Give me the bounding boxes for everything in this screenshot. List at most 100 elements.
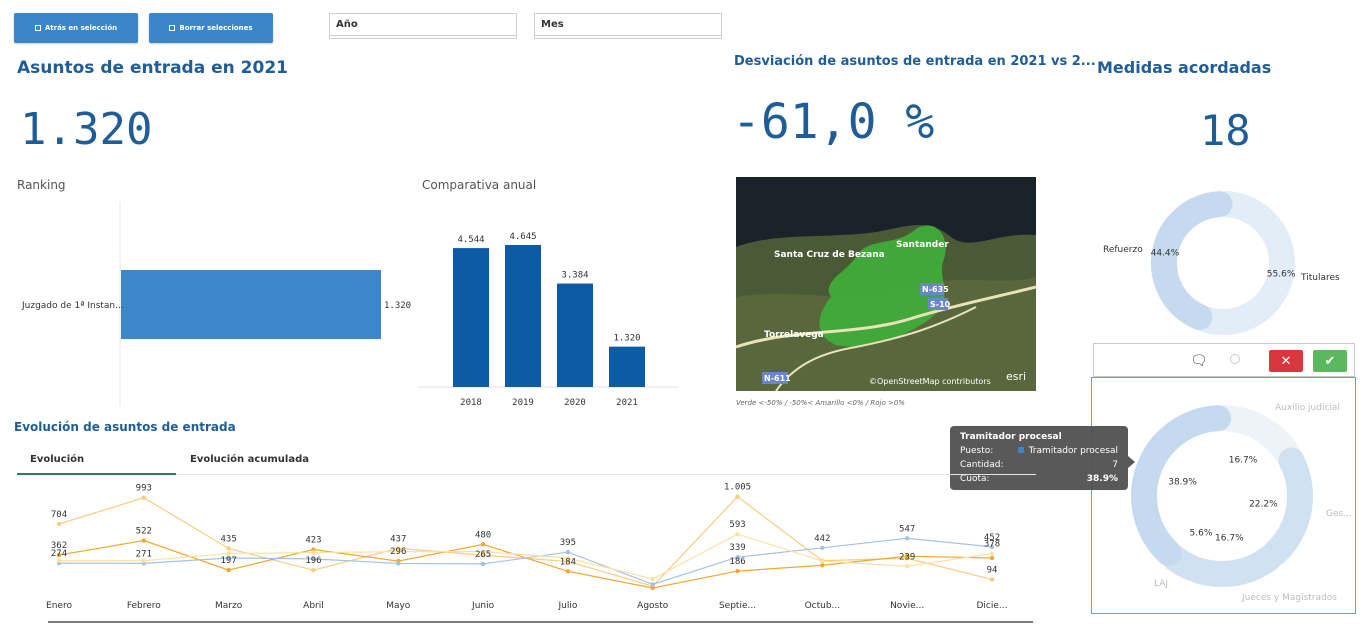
cancel-selection-button[interactable]: ✕ xyxy=(1269,350,1303,372)
evolution-point[interactable] xyxy=(820,545,825,551)
evolution-point[interactable] xyxy=(904,553,910,559)
evolution-point[interactable] xyxy=(650,582,655,587)
evolution-point[interactable] xyxy=(820,558,825,564)
back-icon xyxy=(34,25,41,31)
evolution-point[interactable] xyxy=(226,546,231,551)
evolution-point[interactable] xyxy=(56,558,62,563)
donut-slice[interactable] xyxy=(1151,191,1233,331)
annual-bar[interactable] xyxy=(453,248,489,387)
evolution-point-label: 547 xyxy=(899,524,915,534)
evolution-point-label: 186 xyxy=(729,557,745,567)
donut-slice[interactable] xyxy=(1262,447,1313,567)
evolution-point-label: 435 xyxy=(221,534,237,544)
staff-donut-panel[interactable]: 16.7% 22.2% 16.7% 5.6% 38.9% Auxilio judicia… xyxy=(1091,377,1356,614)
evolution-point[interactable] xyxy=(989,577,995,582)
tab-evolucion-acumulada[interactable]: Evolución acumulada xyxy=(190,454,310,465)
evolution-point[interactable] xyxy=(820,563,825,568)
clear-selections-button[interactable]: Borrar selecciones xyxy=(149,13,273,43)
staff-donut-chart[interactable]: 16.7%22.2%16.7%5.6%38.9% Auxilio judicia… xyxy=(1092,378,1357,615)
evolution-point[interactable] xyxy=(396,561,401,566)
road-b xyxy=(775,306,977,391)
lasso-icon[interactable]: 🗨 xyxy=(1190,353,1208,369)
evolution-point[interactable] xyxy=(565,569,571,574)
evolution-point[interactable] xyxy=(735,494,740,499)
evolution-point[interactable] xyxy=(480,542,486,547)
evolution-point[interactable] xyxy=(226,567,231,573)
evolution-series-line[interactable] xyxy=(58,539,993,589)
evolution-point[interactable] xyxy=(904,536,910,541)
evolution-point[interactable] xyxy=(735,531,740,537)
measures-donut-chart[interactable]: 55.6% 44.4% Refuerzo Titulares xyxy=(1095,185,1360,335)
evolution-point[interactable] xyxy=(565,559,571,564)
evolution-series-line[interactable] xyxy=(58,495,993,587)
evolution-point-label: 265 xyxy=(475,550,491,560)
eraser-icon[interactable] xyxy=(1230,354,1240,364)
evolution-point[interactable] xyxy=(650,576,655,582)
evolution-point[interactable] xyxy=(311,567,316,573)
map-view[interactable]: Santa Cruz de Bezana Santander Torrelave… xyxy=(736,177,1036,391)
annual-category-label: 2021 xyxy=(616,398,638,408)
evolution-point[interactable] xyxy=(989,555,995,561)
map-canvas[interactable]: Santa Cruz de Bezana Santander Torrelave… xyxy=(736,177,1036,391)
evolution-x-label: Marzo xyxy=(215,601,243,611)
evolution-point-label: 239 xyxy=(899,552,915,562)
evolution-point[interactable] xyxy=(226,551,231,556)
evolution-point-label: 339 xyxy=(729,543,745,553)
road-shield-n611 xyxy=(762,372,788,384)
year-filter-label: Año xyxy=(336,19,358,30)
evolution-point[interactable] xyxy=(989,551,995,556)
evolution-point[interactable] xyxy=(56,521,62,527)
evolution-point[interactable] xyxy=(650,585,655,591)
donut-slice[interactable] xyxy=(1186,545,1283,587)
evolution-point[interactable] xyxy=(396,549,401,554)
evolution-point[interactable] xyxy=(396,546,401,551)
annual-chart[interactable]: 4.544 2018 4.645 2019 3.384 2020 1.320 2021 xyxy=(418,220,680,412)
selection-toolbar: 🗨 ✕ ✔ xyxy=(1093,343,1355,377)
evolution-point[interactable] xyxy=(565,555,571,561)
road-shield-n635 xyxy=(920,283,944,295)
ranking-bar[interactable] xyxy=(121,270,381,339)
evolution-point[interactable] xyxy=(141,538,147,543)
tooltip-value-cuota: 38.9% xyxy=(1086,474,1118,484)
evolution-point[interactable] xyxy=(480,549,486,554)
donut-slice[interactable] xyxy=(1193,191,1295,335)
evolution-point[interactable] xyxy=(56,552,62,558)
annual-value-label: 3.384 xyxy=(561,271,588,281)
month-filter[interactable]: Mes xyxy=(534,13,722,39)
evolution-point[interactable] xyxy=(904,564,910,569)
horizontal-scrollbar[interactable] xyxy=(48,621,1033,623)
evolution-point[interactable] xyxy=(311,550,316,555)
year-filter[interactable]: Año xyxy=(329,13,517,39)
donut-slice[interactable] xyxy=(1131,405,1232,567)
evolution-point[interactable] xyxy=(480,561,486,567)
ranking-title: Ranking xyxy=(17,178,66,192)
evolution-series-line[interactable] xyxy=(58,537,993,585)
chart-tooltip: Tramitador procesal Puesto: Tramitador p… xyxy=(950,426,1128,490)
evolution-point-label: 423 xyxy=(305,536,321,546)
evolution-x-label: Septie... xyxy=(719,601,756,611)
evolution-point[interactable] xyxy=(565,549,571,555)
annual-bar[interactable] xyxy=(557,283,593,387)
confirm-selection-button[interactable]: ✔ xyxy=(1313,350,1347,372)
evolution-series-line[interactable] xyxy=(59,533,993,580)
evolution-point[interactable] xyxy=(226,555,231,561)
map-legend: Verde <-50% / -50%< Amarillo <0% / Rojo … xyxy=(736,399,905,407)
back-selection-button[interactable]: Atrás en selección xyxy=(14,13,138,43)
evolution-point[interactable] xyxy=(480,553,486,558)
annual-bar[interactable] xyxy=(505,245,541,387)
annual-bar[interactable] xyxy=(609,346,645,387)
back-selection-label: Atrás en selección xyxy=(44,24,118,32)
evolution-point[interactable] xyxy=(735,568,740,574)
evolution-point-label: 437 xyxy=(390,534,406,544)
evolution-point-label: 593 xyxy=(729,520,745,530)
evolution-point[interactable] xyxy=(735,554,740,560)
evolution-point[interactable] xyxy=(311,556,316,562)
evolution-point[interactable] xyxy=(989,544,995,550)
ranking-chart[interactable]: Juzgado de 1ª Instan... 1.320 xyxy=(14,200,414,410)
tab-evolucion[interactable]: Evolución xyxy=(30,454,85,465)
esri-logo: esri xyxy=(1006,370,1026,383)
evolution-point[interactable] xyxy=(141,558,147,563)
evolution-point[interactable] xyxy=(141,495,147,500)
donut-slice[interactable] xyxy=(1212,405,1301,467)
